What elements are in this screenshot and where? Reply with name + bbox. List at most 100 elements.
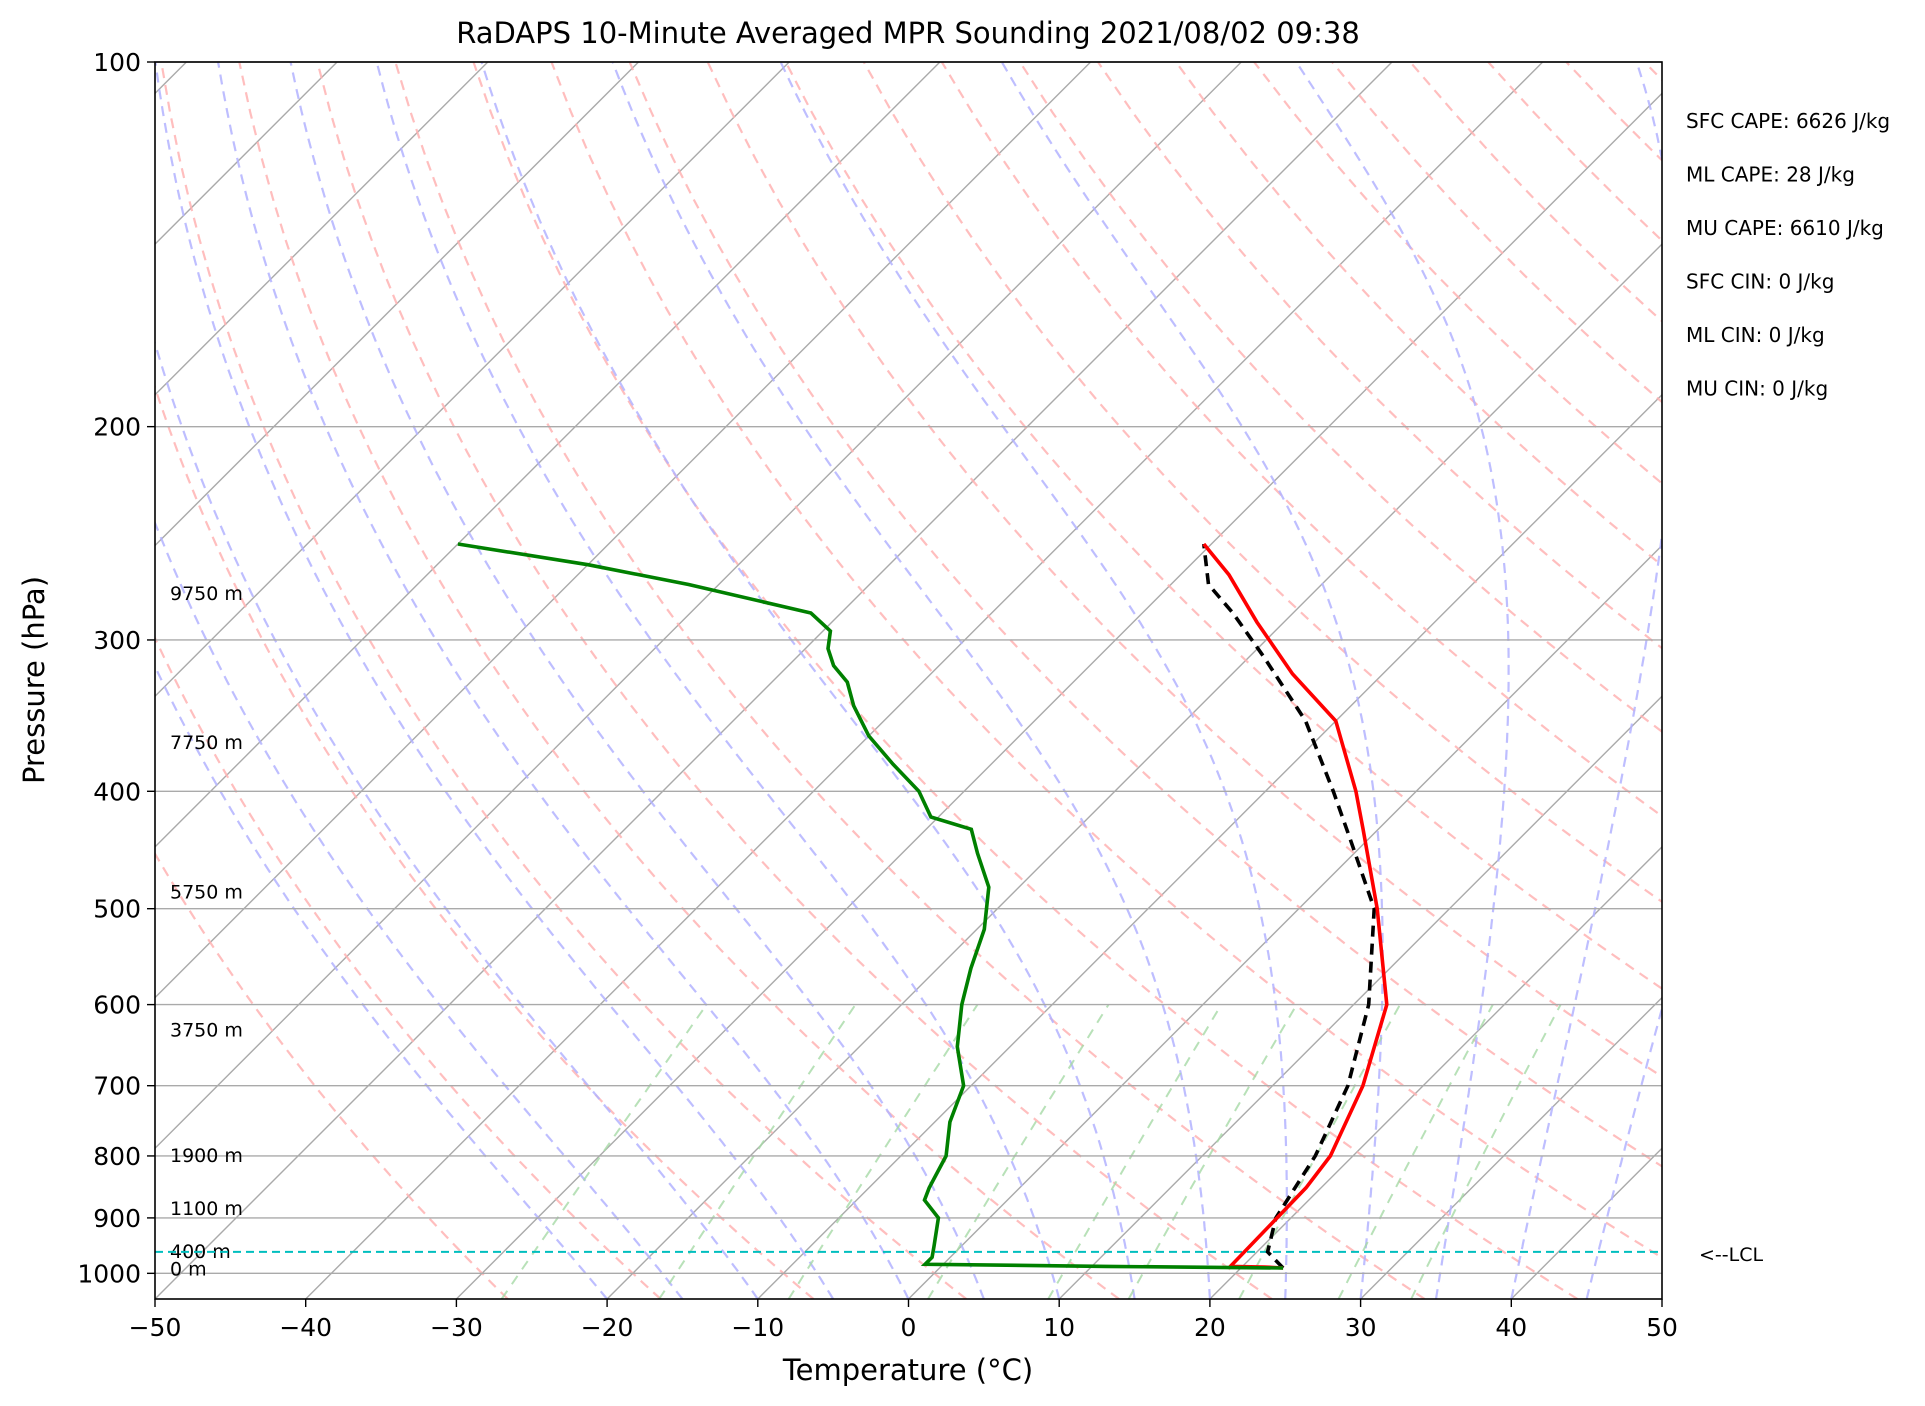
- height-label: 3750 m: [170, 1019, 243, 1041]
- series-line-1: [457, 542, 1284, 1270]
- mixing-ratio-line: [787, 1004, 979, 1299]
- x-tick-label: 50: [1646, 1313, 1678, 1342]
- dry-adiabat-line: [155, 384, 815, 1299]
- dry-adiabat-line: [394, 62, 1426, 1299]
- moist-adiabat-line: [1000, 62, 1384, 1299]
- isotherm-line: [155, 62, 489, 396]
- x-tick-label: 40: [1495, 1313, 1527, 1342]
- series-line-0: [1202, 542, 1389, 1270]
- moist-adiabat-line: [289, 62, 985, 1299]
- lcl-label: <--LCL: [1699, 1244, 1763, 1266]
- plot-frame: [154, 61, 1663, 1300]
- stats-panel: SFC CAPE: 6626 J/kg ML CAPE: 28 J/kg MU CA…: [1686, 109, 1890, 401]
- dry-adiabat-line: [1018, 62, 1662, 734]
- isotherm-line: [155, 62, 790, 698]
- stat-line: MU CAPE: 6610 J/kg: [1686, 216, 1884, 240]
- isotherm-line: [1510, 1147, 1662, 1299]
- height-label: 0 m: [170, 1259, 207, 1281]
- x-tick-label: −30: [430, 1313, 483, 1342]
- dry-adiabat-line: [238, 62, 1120, 1299]
- x-tick-label: −50: [129, 1313, 182, 1342]
- y-tick-label: 700: [93, 1072, 141, 1101]
- isotherm-line: [1058, 695, 1662, 1299]
- y-tick-label: 200: [93, 413, 141, 442]
- moist-adiabat-line: [1295, 62, 1510, 1299]
- moist-adiabat-line: [155, 62, 835, 1299]
- dry-adiabat-line: [1487, 62, 1662, 243]
- x-axis-ticks: −50 −40 −30 −20 −10 0 10 20 30 40 50: [129, 1299, 1678, 1342]
- dry-adiabat-line: [155, 635, 662, 1299]
- dry-adiabat-line: [1565, 62, 1662, 162]
- dry-adiabat-line: [940, 62, 1662, 818]
- isotherm-line: [155, 62, 1092, 999]
- x-tick-label: 0: [901, 1313, 917, 1342]
- mixing-ratio-line: [927, 1004, 1110, 1299]
- moist-adiabat-line: [155, 520, 684, 1299]
- dry-adiabat-line: [1409, 62, 1662, 323]
- dry-adiabat-line: [155, 851, 509, 1299]
- mixing-ratio-line: [1238, 1004, 1401, 1299]
- isotherm-line: [455, 92, 1662, 1299]
- series-line-2: [1202, 543, 1377, 1270]
- x-tick-label: −10: [731, 1313, 784, 1342]
- background-lines: [155, 62, 1925, 1299]
- isotherm-line: [1360, 996, 1662, 1299]
- mixing-ratio-line: [1047, 1004, 1223, 1299]
- dry-adiabat-line: [1253, 62, 1662, 485]
- x-tick-label: −20: [581, 1313, 634, 1342]
- y-tick-label: 800: [93, 1142, 141, 1171]
- x-tick-label: 10: [1043, 1313, 1075, 1342]
- dry-adiabat-line: [628, 62, 1662, 1168]
- moist-adiabat-line: [779, 62, 1288, 1299]
- y-axis-ticks: 1000 900 800 700 600 500 400 300 200 100: [77, 48, 155, 1288]
- stat-line: SFC CIN: 0 J/kg: [1686, 270, 1834, 294]
- dry-adiabat-line: [1722, 62, 1925, 1299]
- y-tick-label: 400: [93, 777, 141, 806]
- isotherm-line: [155, 62, 1242, 1150]
- grid-lines: [155, 61, 1662, 1275]
- mixing-ratio-line: [1337, 1004, 1494, 1299]
- dry-adiabat-line: [706, 62, 1662, 1079]
- isotherm-line: [1209, 845, 1662, 1299]
- height-label: 7750 m: [170, 732, 243, 754]
- isotherm-line: [155, 62, 639, 547]
- dry-adiabat-line: [160, 62, 967, 1299]
- moist-adiabat-line: [1585, 1004, 1662, 1299]
- dry-adiabat-line: [1331, 62, 1662, 404]
- stat-line: ML CIN: 0 J/kg: [1686, 323, 1825, 347]
- isotherm-line: [1661, 1298, 1662, 1299]
- lcl-marker: <--LCL: [155, 1244, 1763, 1266]
- isotherm-line: [908, 544, 1662, 1299]
- dry-adiabat-line: [1097, 62, 1662, 650]
- moist-adiabat-line: [611, 62, 1211, 1299]
- isotherm-line: [305, 62, 1544, 1299]
- dry-adiabat-line: [784, 62, 1662, 990]
- isotherm-line: [757, 393, 1662, 1299]
- moist-adiabat-line: [1510, 62, 1662, 1299]
- x-tick-label: 20: [1194, 1313, 1226, 1342]
- dry-adiabat-line: [1643, 62, 1662, 82]
- mixing-ratio-line: [1127, 1004, 1298, 1299]
- profile-series: [457, 542, 1389, 1270]
- dry-adiabat-line: [862, 62, 1662, 904]
- moist-adiabat-line: [155, 663, 608, 1299]
- moist-adiabat-line: [217, 62, 910, 1299]
- x-tick-label: 30: [1345, 1313, 1377, 1342]
- moist-adiabat-line: [480, 62, 1136, 1299]
- moist-adiabat-line: [155, 339, 759, 1299]
- isotherm-line: [155, 62, 941, 848]
- height-label: 9750 m: [170, 583, 243, 605]
- y-axis-label: Pressure (hPa): [17, 576, 51, 784]
- mixing-ratio-line: [1410, 1004, 1562, 1299]
- stat-line: MU CIN: 0 J/kg: [1686, 377, 1828, 401]
- height-label: 1900 m: [170, 1145, 243, 1167]
- x-axis-label: Temperature (°C): [782, 1353, 1033, 1387]
- y-tick-label: 300: [93, 626, 141, 655]
- stat-line: SFC CAPE: 6626 J/kg: [1686, 109, 1890, 133]
- height-label: 5750 m: [170, 882, 243, 904]
- isotherm-line: [155, 62, 1393, 1299]
- x-tick-label: −40: [279, 1313, 332, 1342]
- y-tick-label: 600: [93, 991, 141, 1020]
